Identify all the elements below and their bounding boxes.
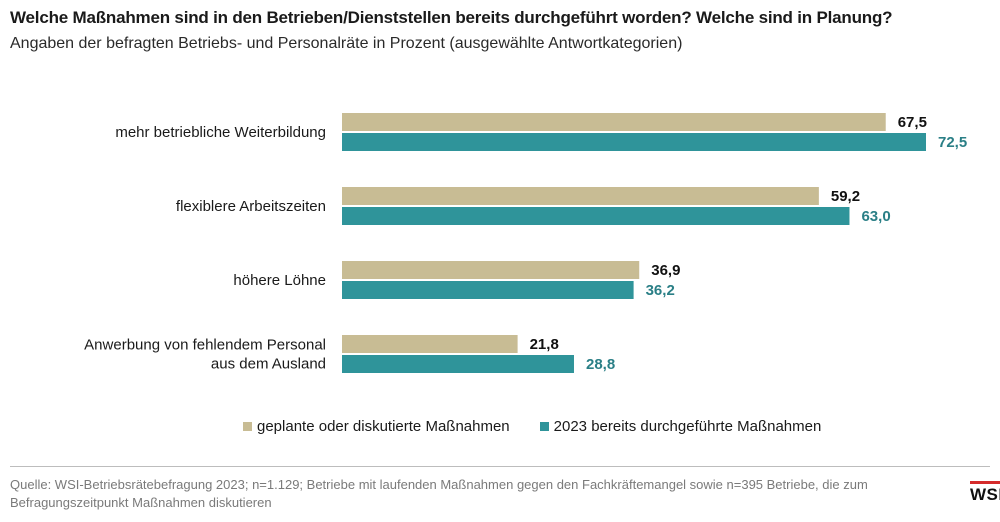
bar-planned xyxy=(342,261,640,279)
footer-divider xyxy=(10,466,990,467)
legend-item-planned: geplante oder diskutierte Maßnahmen xyxy=(243,418,510,435)
legend-swatch-done xyxy=(539,422,549,431)
bar-done xyxy=(342,281,634,299)
category-label: mehr betriebliche Weiterbildung xyxy=(115,124,326,141)
data-label-done: 63,0 xyxy=(861,208,890,225)
data-label-planned: 36,9 xyxy=(651,262,680,279)
wsi-logo: WSI xyxy=(970,481,1000,505)
legend: geplante oder diskutierte Maßnahmen 2023… xyxy=(243,418,851,435)
legend-swatch-planned xyxy=(243,422,252,431)
source-note: Quelle: WSI-Betriebsrätebefragung 2023; … xyxy=(10,477,868,510)
data-label-planned: 67,5 xyxy=(898,114,927,131)
bar-planned xyxy=(342,187,819,205)
bar-planned xyxy=(342,113,886,131)
data-label-done: 28,8 xyxy=(586,356,615,373)
legend-label-planned: geplante oder diskutierte Maßnahmen xyxy=(257,418,510,435)
category-label: Anwerbung von fehlendem Personal aus dem … xyxy=(84,337,326,373)
category-label: höhere Löhne xyxy=(233,272,326,289)
bar-done xyxy=(342,355,574,373)
legend-item-done: 2023 bereits durchgeführte Maßnahmen xyxy=(539,418,822,435)
data-label-planned: 21,8 xyxy=(530,336,559,353)
chart-title: Welche Maßnahmen sind in den Betrieben/D… xyxy=(10,8,893,27)
bar-planned xyxy=(342,335,518,353)
bar-done xyxy=(342,133,926,151)
data-label-done: 72,5 xyxy=(938,134,967,151)
data-label-done: 36,2 xyxy=(646,282,675,299)
category-label: flexiblere Arbeitszeiten xyxy=(176,198,326,215)
bar-done xyxy=(342,207,850,225)
data-label-planned: 59,2 xyxy=(831,188,860,205)
chart-subtitle: Angaben der befragten Betriebs- und Pers… xyxy=(10,35,683,52)
bar-chart: mehr betriebliche Weiterbildung 67,5 72,5 f… xyxy=(84,113,967,373)
legend-label-done: 2023 bereits durchgeführte Maßnahmen xyxy=(553,418,822,435)
